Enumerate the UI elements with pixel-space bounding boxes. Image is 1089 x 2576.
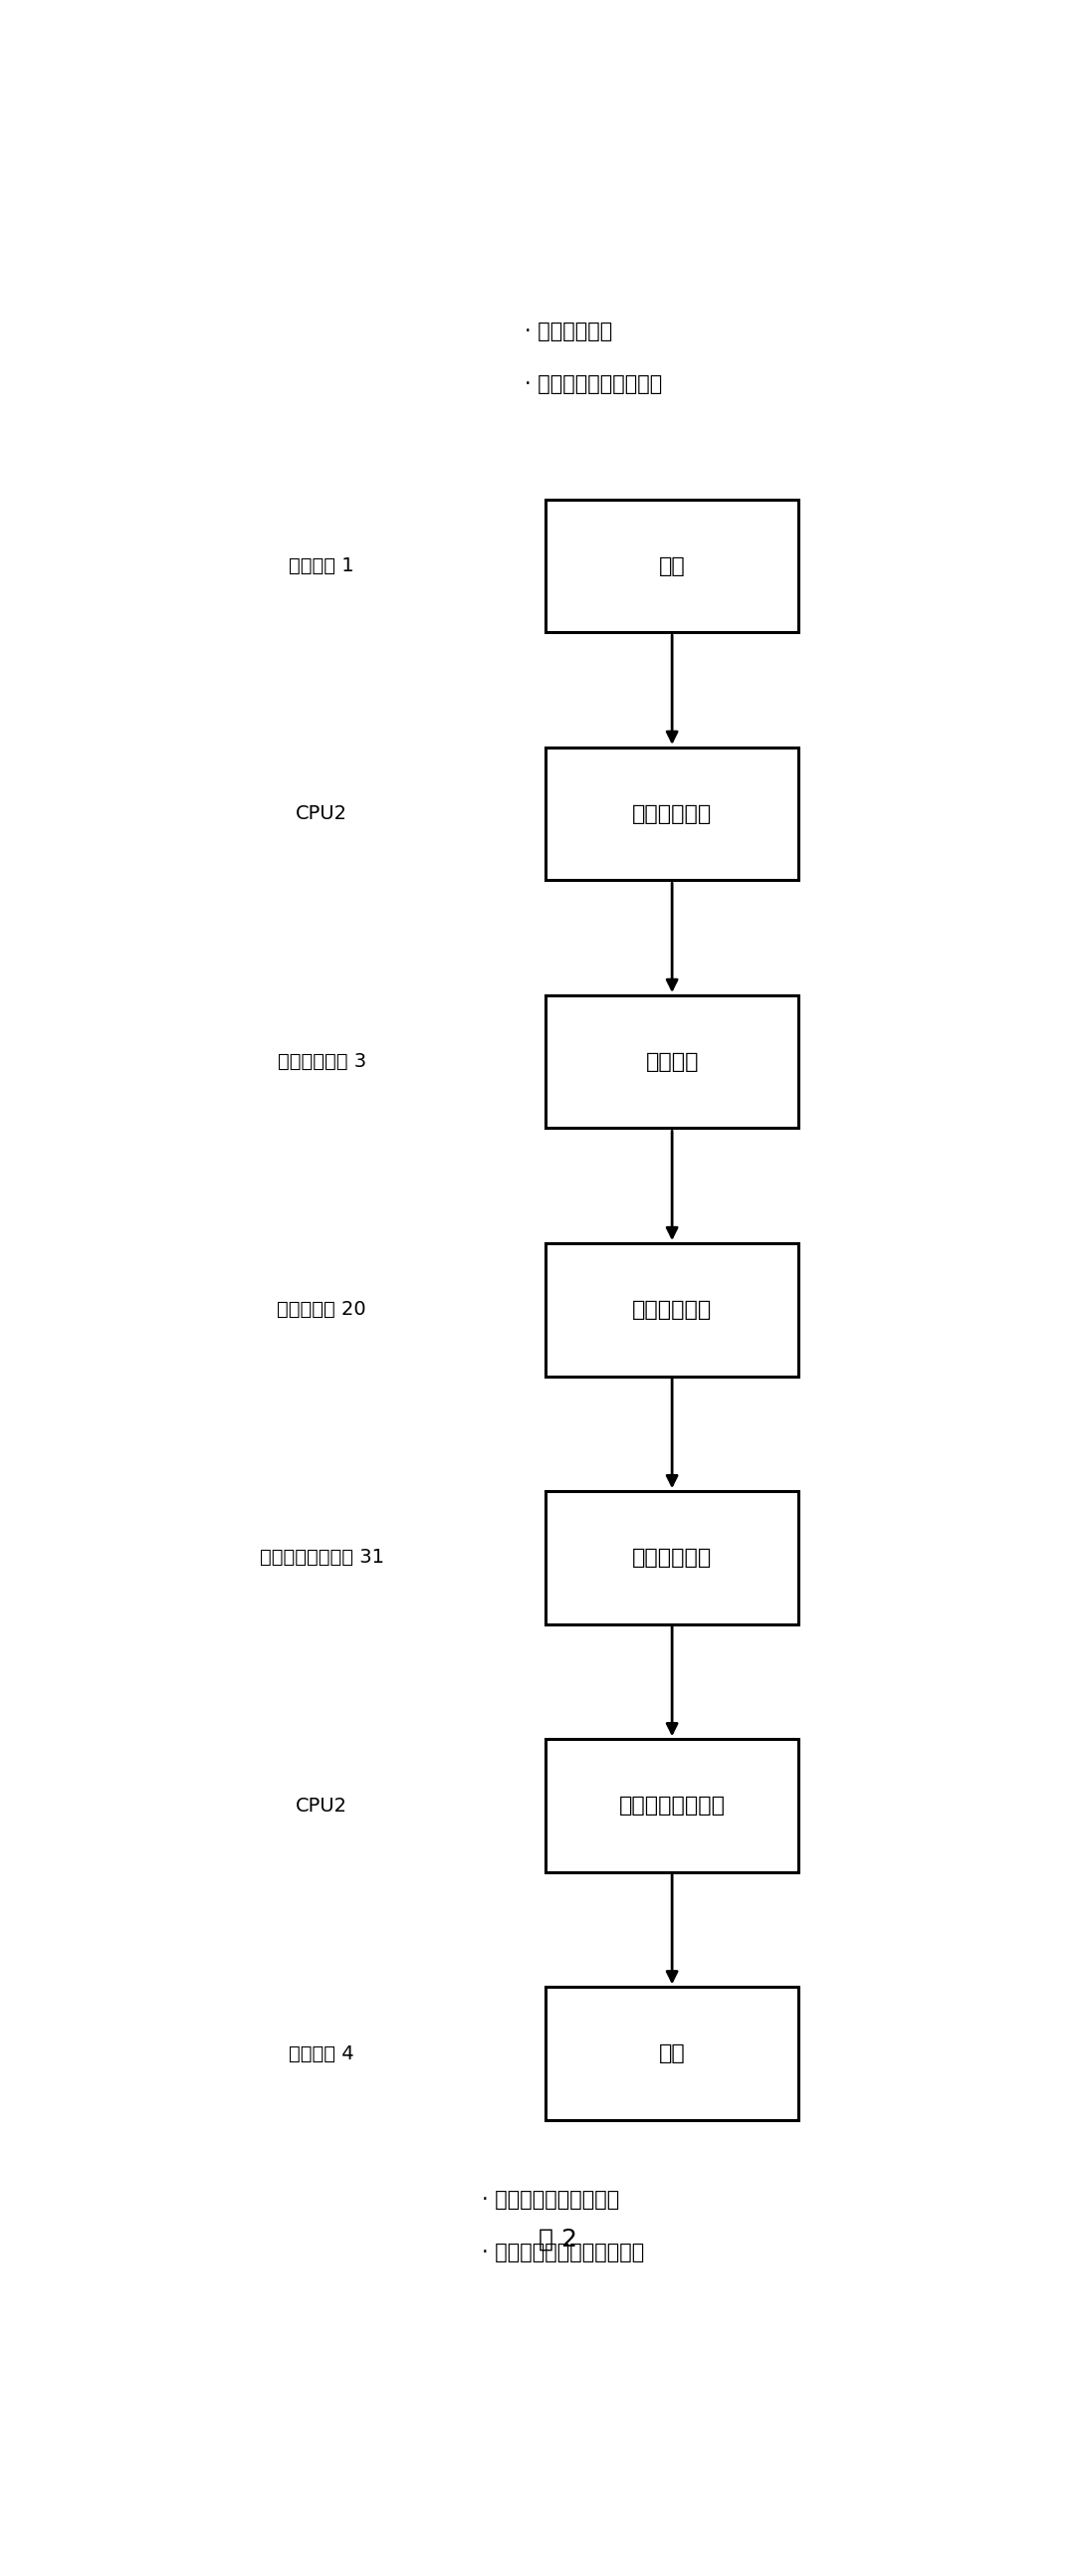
Bar [546, 500, 798, 631]
Text: 输入部分 1: 输入部分 1 [290, 556, 354, 574]
Text: 结束: 结束 [659, 2043, 685, 2063]
Text: 执行俯真: 执行俯真 [646, 1051, 699, 1072]
Bar [546, 994, 798, 1128]
Text: · 网表（输入）: · 网表（输入） [525, 322, 612, 340]
Text: · 俯真输入数据（输入）: · 俯真输入数据（输入） [525, 374, 662, 394]
Text: · 差别部分检测结果（输出）: · 差别部分检测结果（输出） [482, 2244, 645, 2262]
Bar [546, 1492, 798, 1623]
Text: 存储俯真数据: 存储俯真数据 [632, 1301, 712, 1319]
Text: 开始: 开始 [659, 556, 685, 577]
Text: · 俯真输出数据（输出）: · 俯真输出数据（输出） [482, 2190, 620, 2210]
Text: 差别部分检测部分 31: 差别部分检测部分 31 [259, 1548, 384, 1566]
Text: 检测差别部分: 检测差别部分 [632, 1548, 712, 1569]
Text: 差别部分检测信息: 差别部分检测信息 [619, 1795, 725, 1816]
Text: CPU2: CPU2 [296, 1795, 347, 1816]
Bar [546, 1986, 798, 2120]
Text: 俯真数据库 20: 俯真数据库 20 [278, 1301, 366, 1319]
Text: 俯真执行部分 3: 俯真执行部分 3 [278, 1054, 366, 1072]
Bar [546, 747, 798, 881]
Text: 分配俯真模式: 分配俯真模式 [632, 804, 712, 824]
Bar [546, 1739, 798, 1873]
Bar [546, 1244, 798, 1376]
Text: CPU2: CPU2 [296, 804, 347, 824]
Text: 图 2: 图 2 [539, 2228, 577, 2251]
Text: 输出部分 4: 输出部分 4 [290, 2045, 354, 2063]
